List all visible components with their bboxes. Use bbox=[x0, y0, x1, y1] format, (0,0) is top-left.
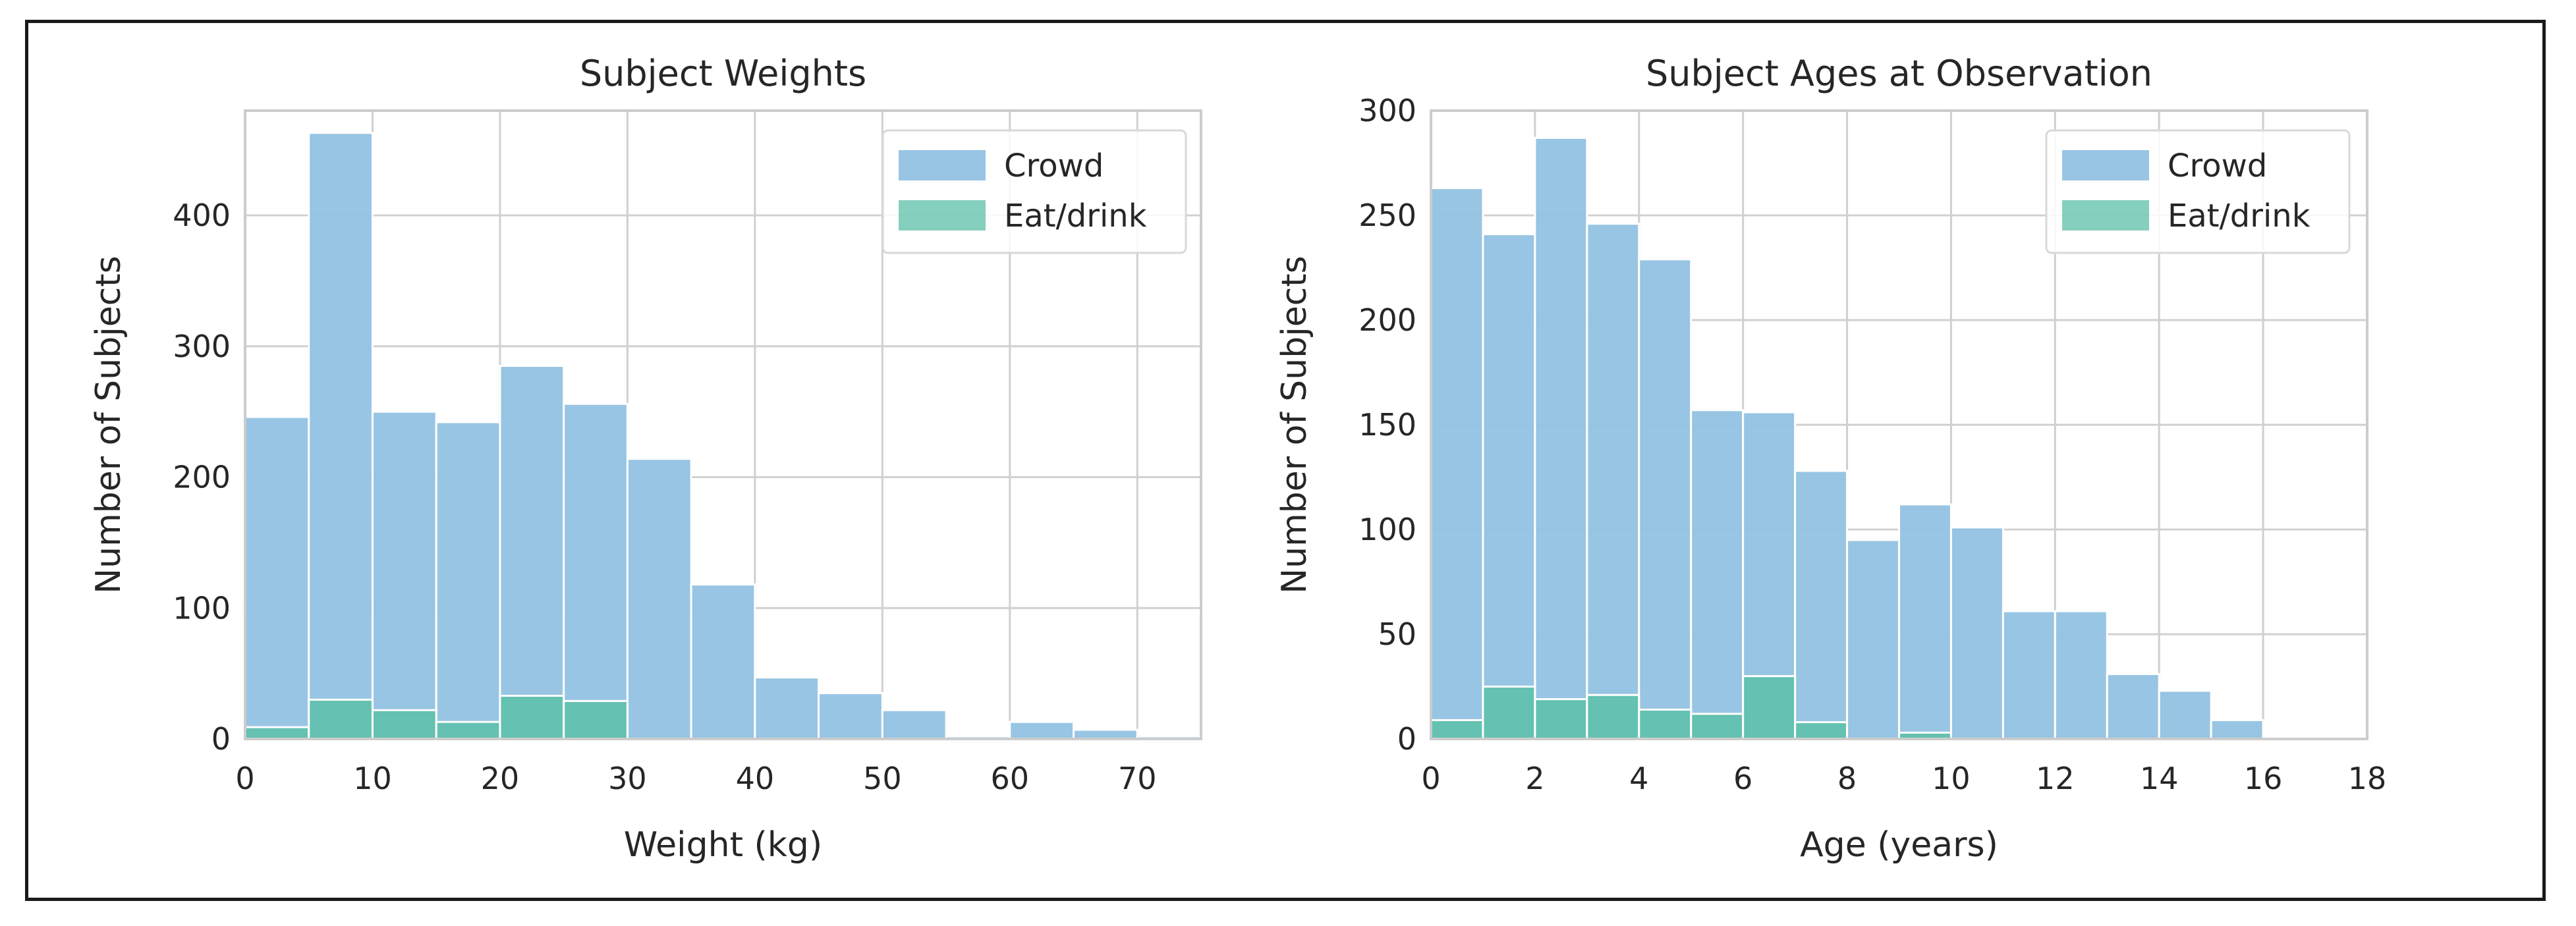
x-tick-label: 40 bbox=[736, 761, 775, 796]
y-tick-label: 200 bbox=[173, 460, 231, 495]
y-tick-label: 250 bbox=[1358, 198, 1416, 233]
x-tick-label: 0 bbox=[1421, 761, 1440, 796]
crowd-bar bbox=[1898, 503, 1952, 740]
chart-title: Subject Weights bbox=[580, 53, 866, 94]
legend-label-eat-drink: Eat/drink bbox=[1004, 198, 1147, 234]
y-tick-label: 0 bbox=[1397, 721, 1416, 757]
x-tick-label: 10 bbox=[353, 761, 392, 796]
eat-drink-bar bbox=[435, 721, 501, 740]
legend-swatch-crowd bbox=[899, 150, 986, 180]
crowd-bar bbox=[1534, 136, 1588, 740]
x-tick-label: 8 bbox=[1837, 761, 1857, 796]
crowd-bar bbox=[1846, 539, 1901, 740]
y-tick-label: 200 bbox=[1358, 302, 1416, 338]
eat-drink-bar bbox=[1586, 694, 1640, 740]
crowd-bar bbox=[690, 583, 756, 740]
x-axis-label: Weight (kg) bbox=[624, 825, 822, 865]
crowd-bar bbox=[1009, 721, 1075, 740]
plot-border bbox=[1430, 109, 2368, 740]
crowd-bar bbox=[818, 692, 883, 740]
x-tick-label: 50 bbox=[863, 761, 902, 796]
crowd-bar bbox=[244, 416, 310, 740]
x-tick-label: 70 bbox=[1118, 761, 1157, 796]
x-tick-label: 16 bbox=[2244, 761, 2283, 796]
eat-drink-bar bbox=[244, 726, 310, 740]
plot-border bbox=[244, 109, 1202, 740]
crowd-bar bbox=[1949, 526, 2004, 740]
legend-swatch-eat-drink bbox=[899, 200, 986, 231]
eat-drink-bar bbox=[1534, 698, 1588, 740]
crowd-bar bbox=[1794, 470, 1849, 740]
eat-drink-bar bbox=[371, 709, 437, 740]
chart-2: 0 2 4 6 8 10 12 14 16 18 0 50 100 150 200 250 300 Subject… bbox=[1275, 53, 2386, 865]
y-tick-label: 50 bbox=[1378, 616, 1416, 652]
eat-drink-bar bbox=[563, 699, 629, 740]
chart-1: 0 10 20 30 40 50 60 70 0 100 200 300 400 Subject Weig… bbox=[89, 53, 1202, 865]
legend-label-crowd: Crowd bbox=[1004, 148, 1104, 184]
y-tick-label: 100 bbox=[173, 590, 231, 626]
legend: Crowd Eat/drink bbox=[2045, 129, 2351, 254]
x-tick-label: 60 bbox=[991, 761, 1030, 796]
crowd-bar bbox=[1690, 409, 1745, 740]
x-tick-label: 30 bbox=[608, 761, 647, 796]
crowd-bar bbox=[2106, 672, 2160, 740]
y-tick-label: 100 bbox=[1358, 512, 1416, 547]
x-axis-label: Age (years) bbox=[1800, 825, 1998, 865]
x-tick-label: 20 bbox=[481, 761, 520, 796]
crowd-bar bbox=[371, 410, 437, 740]
legend-label-eat-drink: Eat/drink bbox=[2168, 198, 2310, 234]
eat-drink-bar bbox=[499, 694, 565, 740]
legend-label-crowd: Crowd bbox=[2168, 148, 2267, 184]
crowd-bar bbox=[2054, 610, 2108, 740]
crowd-bar bbox=[435, 421, 501, 740]
x-tick-label: 12 bbox=[2036, 761, 2075, 796]
eat-drink-bar bbox=[1794, 721, 1849, 740]
eat-drink-bar bbox=[1690, 713, 1745, 740]
x-tick-label: 6 bbox=[1733, 761, 1752, 796]
crowd-bar bbox=[1638, 258, 1693, 740]
x-tick-label: 0 bbox=[235, 761, 254, 796]
x-tick-label: 2 bbox=[1525, 761, 1544, 796]
crowd-bar bbox=[1586, 223, 1640, 740]
y-tick-label: 400 bbox=[173, 198, 231, 233]
x-tick-label: 14 bbox=[2140, 761, 2179, 796]
crowd-bar bbox=[2158, 690, 2212, 740]
legend-swatch-crowd bbox=[2062, 150, 2149, 180]
chart-title: Subject Ages at Observation bbox=[1646, 53, 2152, 94]
crowd-bar bbox=[1430, 187, 1484, 740]
x-tick-label: 10 bbox=[1932, 761, 1971, 796]
crowd-bar bbox=[1482, 233, 1536, 740]
eat-drink-bar bbox=[1482, 686, 1536, 740]
eat-drink-bar bbox=[1638, 708, 1693, 740]
y-axis-label: Number of Subjects bbox=[1275, 256, 1314, 594]
crowd-bar bbox=[881, 709, 947, 740]
y-tick-label: 300 bbox=[173, 329, 231, 364]
crowd-bar bbox=[2002, 610, 2056, 740]
legend-swatch-eat-drink bbox=[2062, 200, 2149, 231]
y-tick-label: 0 bbox=[211, 721, 231, 757]
crowd-bar bbox=[2210, 719, 2264, 740]
eat-drink-bar bbox=[308, 698, 374, 740]
crowd-bar bbox=[626, 458, 692, 740]
crowd-bar bbox=[754, 676, 820, 740]
y-tick-label: 150 bbox=[1358, 407, 1416, 443]
x-tick-label: 4 bbox=[1629, 761, 1648, 796]
x-tick-label: 18 bbox=[2348, 761, 2387, 796]
y-axis-label: Number of Subjects bbox=[89, 256, 128, 594]
eat-drink-bar bbox=[1430, 719, 1484, 740]
eat-drink-bar bbox=[1742, 675, 1797, 740]
crowd-bar bbox=[1073, 728, 1138, 740]
y-tick-label: 300 bbox=[1358, 93, 1416, 128]
crowd-bar bbox=[308, 132, 374, 740]
crowd-bar bbox=[499, 365, 565, 740]
legend: Crowd Eat/drink bbox=[882, 129, 1187, 254]
crowd-bar bbox=[563, 402, 629, 740]
